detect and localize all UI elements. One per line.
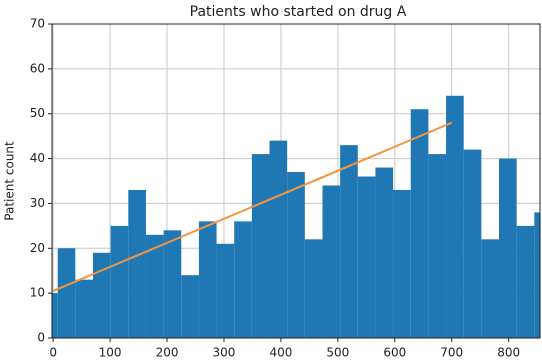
plot-frame [51,23,541,339]
bar [481,239,500,338]
bar [145,234,164,338]
bar [304,239,323,338]
bar [516,225,535,338]
bar [463,149,482,338]
bar [198,221,217,338]
y-tick-label: 0 [37,331,45,345]
bar [410,109,429,338]
chart-title: Patients who started on drug A [190,4,407,20]
y-tick-label: 10 [30,286,45,300]
x-tick-label: 700 [440,346,463,360]
bar [269,140,288,338]
x-tick-label: 600 [383,346,406,360]
bar [428,154,447,338]
bar [181,275,199,338]
x-tick-label: 400 [269,346,292,360]
bar [251,154,270,338]
y-tick-label: 20 [30,241,45,255]
x-tick-label: 300 [213,346,236,360]
trend-line [52,121,453,292]
x-tick-label: 500 [326,346,349,360]
bar [92,252,111,338]
bar [375,167,394,338]
x-tick-label: 100 [99,346,122,360]
y-tick-label: 30 [30,196,45,210]
bar [534,212,540,338]
bar [322,185,341,338]
bar [234,221,252,338]
bar [57,248,76,338]
bar [110,225,129,338]
bar [393,189,411,338]
bar [357,176,376,338]
bar [128,189,146,338]
y-tick-label: 40 [30,151,45,165]
x-tick-label: 0 [49,346,57,360]
bars [52,95,540,338]
bar [340,145,358,338]
bar [52,293,58,338]
bar [75,279,93,338]
y-tick-label: 70 [30,17,45,31]
x-tick-label: 200 [156,346,179,360]
bar [216,243,235,338]
x-tick-label: 800 [497,346,520,360]
bar [446,95,464,338]
y-tick-label: 50 [30,106,45,120]
y-axis-label: Patient count [3,141,17,221]
bar [163,230,182,338]
y-tick-label: 60 [30,61,45,75]
bar [287,172,305,338]
bar [499,158,517,338]
